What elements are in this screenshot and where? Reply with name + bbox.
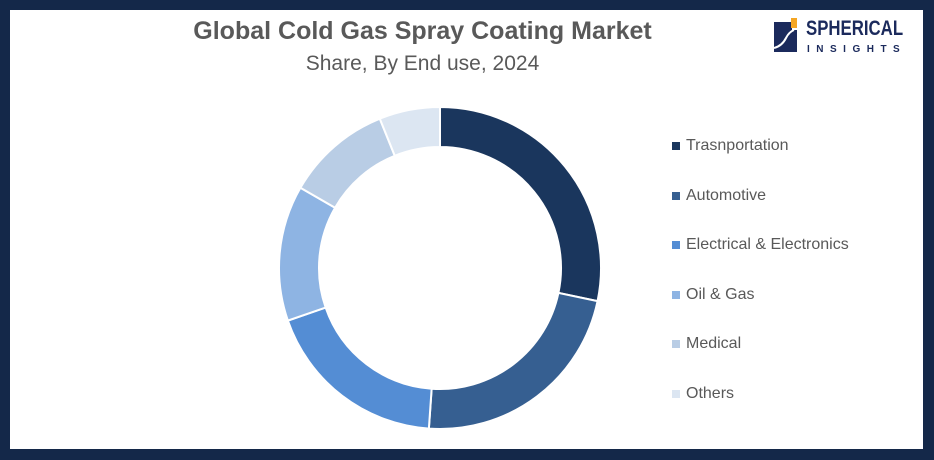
spherical-insights-logo: SPHERICAL INSIGHTS	[774, 14, 914, 64]
legend-swatch-icon	[672, 191, 680, 200]
legend-item: Oil & Gas	[672, 285, 754, 305]
logo-name: SPHERICAL	[806, 17, 904, 40]
legend-label: Oil & Gas	[686, 285, 755, 303]
donut-segment-electrical-electronics	[286, 306, 433, 430]
legend-item: Trasnportation	[672, 136, 789, 156]
chart-frame	[10, 10, 923, 449]
donut-segment-oil-gas	[278, 186, 337, 322]
legend-swatch-icon	[672, 390, 680, 398]
legend-item: Automotive	[672, 186, 766, 206]
legend-label: Automotive	[686, 186, 767, 204]
legend-label: Others	[686, 385, 735, 402]
donut-segment-automotive	[427, 291, 599, 430]
legend-item: Medical	[672, 334, 741, 354]
donut-segment-trasnportation	[439, 105, 602, 303]
donut-chart	[278, 105, 602, 430]
legend-label: Medical	[686, 335, 742, 353]
legend-label: Electrical & Electronics	[686, 236, 849, 254]
legend-swatch-icon	[672, 340, 680, 349]
legend-item: Electrical & Electronics	[672, 235, 849, 255]
chart-title: Global Cold Gas Spray Coating Market	[193, 17, 652, 45]
logo-mark-icon	[774, 18, 797, 52]
logo-tagline: INSIGHTS	[807, 44, 907, 55]
legend-swatch-icon	[672, 142, 680, 150]
donut-segment-medical	[299, 117, 397, 210]
legend-label: Trasnportation	[686, 137, 789, 154]
donut-segment-others	[378, 105, 441, 158]
legend-swatch-icon	[672, 290, 680, 299]
chart-subtitle: Share, By End use, 2024	[305, 52, 540, 75]
legend-swatch-icon	[672, 241, 680, 250]
legend-item: Others	[672, 384, 734, 404]
